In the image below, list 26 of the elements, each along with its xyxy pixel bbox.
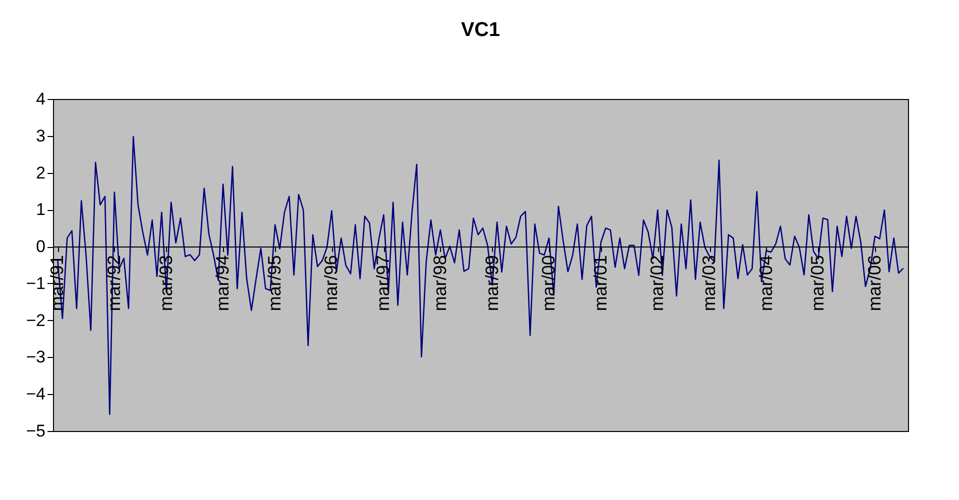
x-tick-label: mar/01 [590, 255, 610, 312]
x-tick-label: mar/98 [430, 255, 450, 312]
y-tick-label: 4 [36, 90, 46, 108]
x-tick-label: mar/05 [808, 255, 828, 312]
chart-title: VC1 [461, 19, 500, 41]
y-tick-label: −4 [26, 384, 46, 404]
x-tick-label: mar/92 [104, 255, 124, 312]
y-tick-label: −2 [26, 310, 46, 330]
y-tick-label: 3 [36, 126, 46, 146]
x-tick-label: mar/00 [538, 255, 558, 312]
x-tick-label: mar/02 [647, 255, 668, 312]
x-tick-label: mar/97 [373, 255, 394, 312]
y-tick-label: 1 [36, 200, 46, 220]
x-tick-label: mar/04 [756, 255, 776, 312]
x-tick-label: mar/93 [156, 255, 176, 312]
y-tick-label: −3 [26, 348, 46, 367]
x-tick-label: mar/95 [264, 255, 285, 312]
y-tick-label: −5 [26, 422, 46, 440]
x-tick-label: mar/96 [321, 255, 342, 312]
y-tick-label: 2 [36, 163, 46, 182]
x-tick-label: mar/03 [699, 255, 720, 312]
y-tick-label: 0 [36, 237, 46, 256]
x-tick-label: mar/99 [482, 255, 502, 312]
x-tick-label: mar/06 [864, 255, 884, 312]
y-tick-label: −1 [26, 274, 46, 293]
x-tick-label: mar/94 [212, 255, 233, 312]
